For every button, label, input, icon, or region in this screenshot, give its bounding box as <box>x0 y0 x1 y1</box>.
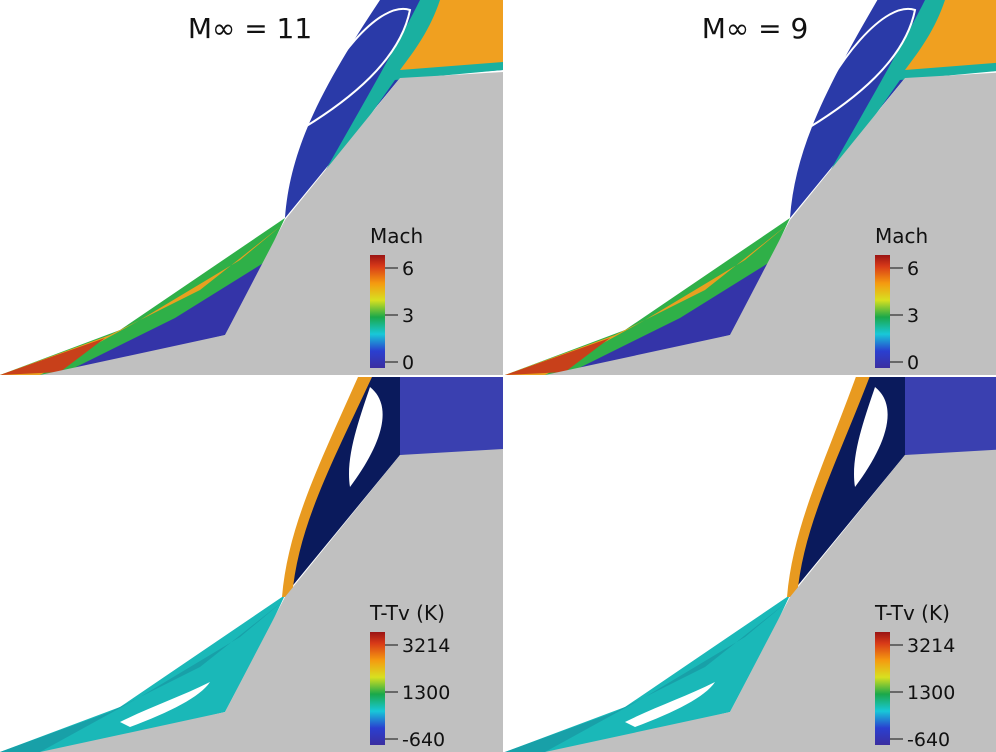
colorbar-tick-label: 6 <box>402 258 414 280</box>
colorbar-label: T-Tv (K) <box>369 601 445 625</box>
sonic-line <box>804 7 917 131</box>
colorbar-gradient <box>370 255 385 368</box>
body-surface <box>730 335 996 375</box>
colorbar-tick-label: 0 <box>907 352 919 374</box>
panel-title: M∞ = 11 <box>188 12 312 45</box>
contour-bl <box>60 262 265 375</box>
colorbar-label: Mach <box>370 224 423 248</box>
flow-field <box>0 377 503 752</box>
contour-jet-hot <box>905 0 996 70</box>
flow-field <box>0 0 503 375</box>
colorbar-gradient <box>370 632 385 745</box>
contour-bl <box>565 262 770 375</box>
colorbar: Mach 6 3 0 <box>370 224 423 374</box>
outflow <box>905 377 996 455</box>
body-surface <box>40 72 503 375</box>
body-surface <box>730 712 996 752</box>
colorbar-gradient <box>875 632 890 745</box>
colorbar-tick-label: 3 <box>402 305 414 327</box>
colorbar-tick-label: 0 <box>402 352 414 374</box>
white-region <box>625 682 715 727</box>
colorbar-tick-label: 3214 <box>907 635 955 657</box>
white-region <box>120 682 210 727</box>
colorbar-tick-label: 6 <box>907 258 919 280</box>
panel-title: M∞ = 9 <box>702 12 809 45</box>
body-surface <box>40 449 503 752</box>
colorbar-tick-label: -640 <box>402 729 445 751</box>
contour-jet-hot <box>400 0 503 70</box>
colorbar: T-Tv (K) 3214 1300 -640 <box>369 601 450 751</box>
colorbar: Mach 6 3 0 <box>875 224 928 374</box>
colorbar: T-Tv (K) 3214 1300 -640 <box>874 601 955 751</box>
sonic-line <box>299 7 412 131</box>
colorbar-gradient <box>875 255 890 368</box>
contour-red <box>505 338 610 375</box>
colorbar-tick-label: 3214 <box>402 635 450 657</box>
white-region <box>349 387 383 487</box>
contour-red <box>0 338 105 375</box>
body-surface <box>225 335 503 375</box>
panel: Mach 6 3 0 M∞ = 11 <box>0 0 503 375</box>
colorbar-tick-label: 3 <box>907 305 919 327</box>
body-surface <box>545 72 996 375</box>
shock-band <box>787 377 870 597</box>
shock-band <box>282 377 372 597</box>
colorbar-tick-label: 1300 <box>402 682 450 704</box>
outflow <box>400 377 503 455</box>
colorbar-label: T-Tv (K) <box>874 601 950 625</box>
contour-outer <box>505 595 790 752</box>
panel: Mach 6 3 0 M∞ = 9 <box>505 0 996 375</box>
colorbar-tick-label: -640 <box>907 729 950 751</box>
panel: T-Tv (K) 3214 1300 -640 <box>505 377 996 752</box>
colorbar-label: Mach <box>875 224 928 248</box>
contour-outer <box>0 595 285 752</box>
colorbar-tick-label: 1300 <box>907 682 955 704</box>
body-surface <box>225 712 503 752</box>
white-region <box>854 387 888 487</box>
panel: T-Tv (K) 3214 1300 -640 <box>0 377 503 752</box>
flow-field <box>505 0 996 375</box>
